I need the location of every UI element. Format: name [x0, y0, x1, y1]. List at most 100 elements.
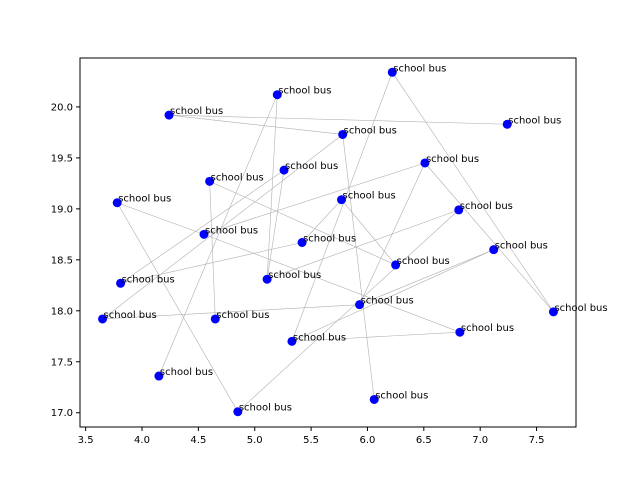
point-labels-layer: school bus school bus school bus school bus… — [104, 63, 608, 413]
data-point — [391, 260, 401, 270]
data-point — [279, 165, 289, 175]
x-tick-label: 4.0 — [134, 435, 150, 446]
edge-line — [203, 234, 460, 333]
point-label: school bus — [211, 172, 264, 183]
data-point — [205, 176, 215, 186]
data-point — [272, 90, 282, 100]
y-tick-label: 20.0 — [51, 102, 73, 113]
x-tick-label: 6.5 — [416, 435, 432, 446]
data-point — [116, 278, 126, 288]
edge-line — [392, 72, 554, 312]
point-label: school bus — [426, 154, 479, 165]
point-label: school bus — [461, 323, 514, 334]
point-label: school bus — [375, 390, 428, 401]
point-label: school bus — [343, 191, 396, 202]
data-point — [112, 198, 122, 208]
point-label: school bus — [278, 86, 331, 97]
data-point — [454, 205, 464, 215]
data-point — [154, 371, 164, 381]
edge-line — [424, 162, 554, 313]
point-label: school bus — [122, 274, 175, 285]
point-label: school bus — [303, 234, 356, 245]
data-point — [489, 245, 499, 255]
y-axis: 17.0 17.5 18.0 18.5 19.0 19.5 20.0 — [51, 102, 80, 419]
data-point — [297, 238, 307, 247]
edge-line — [120, 169, 285, 284]
point-label: school bus — [344, 125, 397, 136]
data-point — [387, 67, 397, 77]
edge-line — [291, 331, 460, 342]
edges-layer — [102, 72, 554, 412]
edge-line — [267, 209, 459, 280]
edge-line — [117, 202, 205, 235]
edge-line — [266, 94, 278, 280]
point-label: school bus — [160, 367, 213, 378]
x-tick-label: 7.0 — [472, 435, 488, 446]
edge-line — [102, 134, 343, 320]
edge-line — [102, 304, 360, 320]
data-point — [355, 300, 365, 310]
x-tick-label: 4.5 — [190, 435, 206, 446]
point-label: school bus — [118, 194, 171, 205]
data-point — [548, 307, 558, 317]
data-point — [262, 274, 272, 284]
data-point — [502, 119, 512, 129]
y-tick-label: 17.0 — [51, 408, 73, 419]
edge-line — [209, 181, 216, 319]
x-axis: 3.5 4.0 4.5 5.0 5.5 6.0 6.5 7.0 7.5 — [78, 427, 545, 446]
x-tick-label: 6.0 — [360, 435, 376, 446]
edge-line — [342, 134, 375, 400]
point-label: school bus — [104, 310, 157, 321]
point-label: school bus — [554, 303, 607, 314]
data-point — [164, 110, 174, 120]
edge-line — [301, 199, 342, 243]
x-tick-label: 5.0 — [247, 435, 263, 446]
data-point — [233, 407, 243, 417]
edge-line — [203, 162, 426, 235]
data-point — [98, 314, 108, 324]
point-label: school bus — [495, 241, 548, 252]
point-label: school bus — [216, 310, 269, 321]
point-label: school bus — [268, 270, 321, 281]
point-label: school bus — [460, 201, 513, 212]
data-point — [210, 314, 220, 324]
edge-line — [209, 181, 396, 266]
point-label: school bus — [205, 225, 258, 236]
data-point — [369, 394, 379, 404]
plot-area-frame — [79, 57, 577, 428]
edge-line — [169, 114, 508, 125]
point-label: school bus — [170, 106, 223, 117]
point-label: school bus — [361, 296, 414, 307]
point-label: school bus — [239, 403, 292, 414]
data-point — [337, 195, 347, 205]
data-point — [420, 158, 430, 168]
x-tick-label: 5.5 — [303, 435, 319, 446]
edge-line — [169, 114, 343, 135]
data-point — [287, 336, 297, 346]
y-tick-label: 19.0 — [51, 204, 73, 215]
point-label: school bus — [393, 63, 446, 74]
y-tick-label: 18.0 — [51, 306, 73, 317]
point-label: school bus — [285, 161, 338, 172]
edge-line — [291, 249, 494, 342]
y-tick-label: 19.5 — [51, 153, 73, 164]
edge-line — [158, 94, 278, 377]
edge-line — [120, 242, 303, 284]
edge-line — [359, 249, 494, 305]
edge-line — [116, 202, 239, 412]
point-label: school bus — [397, 256, 450, 267]
edge-line — [266, 170, 285, 280]
data-point — [338, 129, 348, 139]
x-tick-label: 7.5 — [529, 435, 545, 446]
point-label: school bus — [293, 332, 346, 343]
data-point — [455, 327, 465, 337]
x-tick-label: 3.5 — [78, 435, 94, 446]
edge-line — [237, 209, 459, 412]
data-point — [199, 229, 209, 239]
edge-line — [341, 199, 396, 266]
edge-line — [291, 72, 393, 342]
y-tick-label: 17.5 — [51, 357, 73, 368]
y-tick-label: 18.5 — [51, 255, 73, 266]
points-layer — [98, 67, 558, 417]
